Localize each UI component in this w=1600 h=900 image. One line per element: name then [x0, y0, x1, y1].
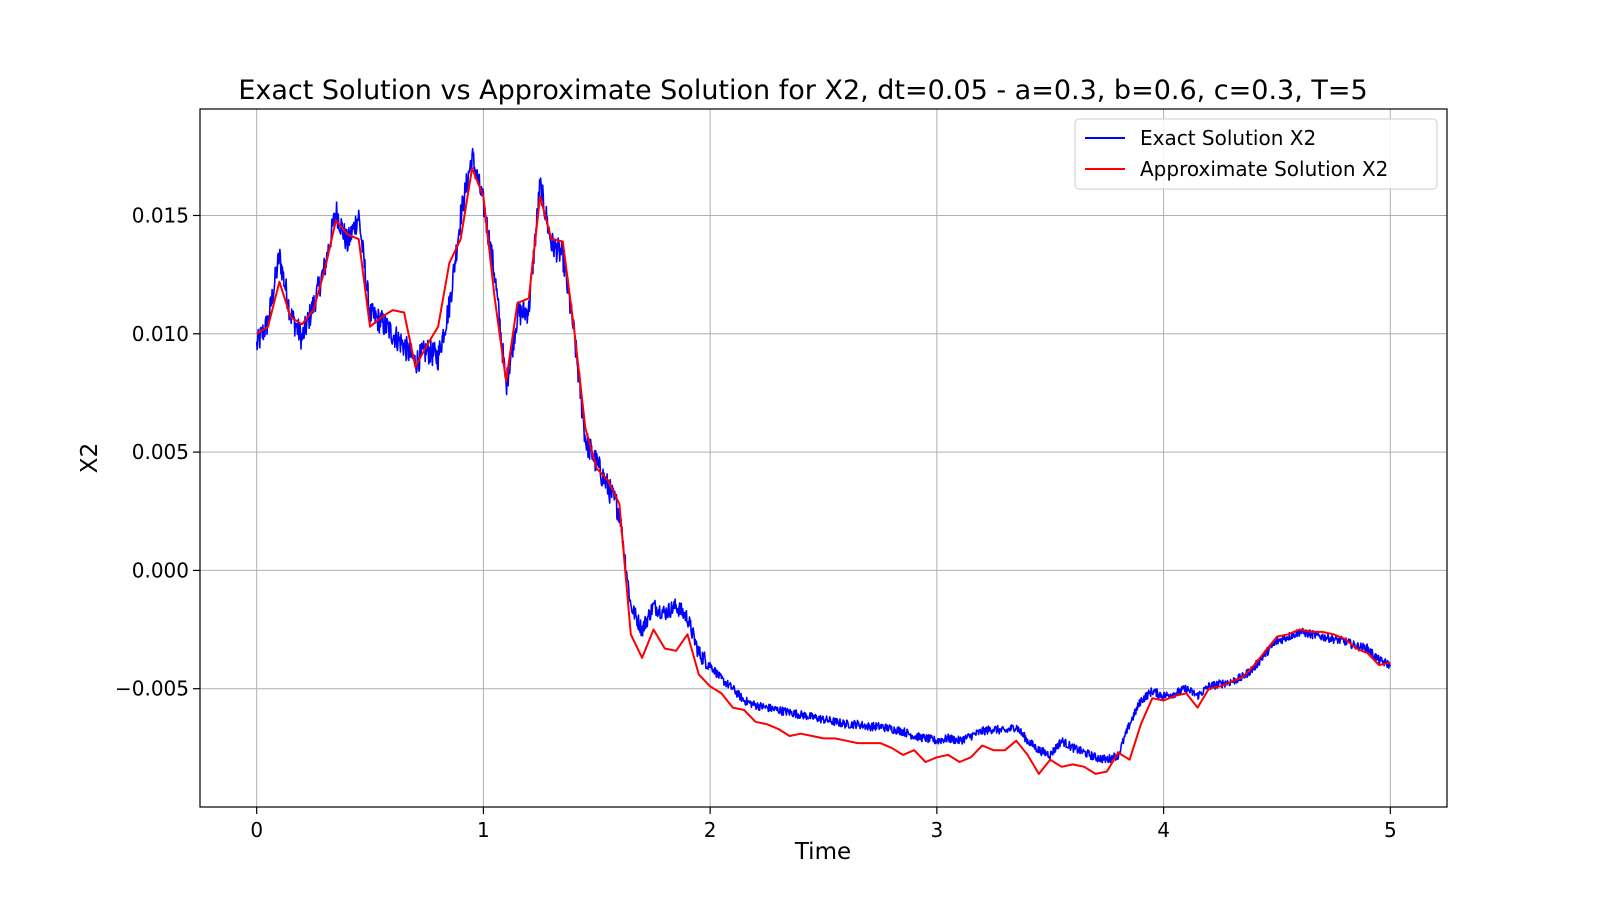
- y-tick-label: 0.005: [132, 440, 189, 464]
- plot-frame: [199, 108, 1448, 808]
- x-tick-label: 5: [1384, 818, 1397, 842]
- x-tick-label: 2: [704, 818, 717, 842]
- x-tick-label: 0: [250, 818, 263, 842]
- legend-entry: Approximate Solution X2: [1140, 157, 1388, 181]
- legend: Exact Solution X2 Approximate Solution X2: [1074, 118, 1438, 190]
- series-layer: [255, 147, 1392, 775]
- y-tick-label: 0.015: [132, 203, 189, 227]
- x-axis-label: Time: [794, 839, 851, 865]
- series-line-approximate: [256, 167, 1391, 775]
- y-tick-label: −0.005: [115, 677, 189, 701]
- legend-box: [1074, 118, 1438, 190]
- grid: [200, 109, 1447, 807]
- legend-entry: Exact Solution X2: [1140, 126, 1316, 150]
- y-tick-label: 0.000: [132, 558, 189, 582]
- y-axis-label: X2: [77, 443, 103, 473]
- series-line-exact: [255, 147, 1392, 764]
- x-tick-label: 1: [477, 818, 490, 842]
- ticks: 0 1 2 3 4 5 −0.005 0.000 0.005 0.010 0.015: [115, 203, 1397, 842]
- x-tick-label: 4: [1157, 818, 1170, 842]
- x-tick-label: 3: [930, 818, 943, 842]
- chart-title: Exact Solution vs Approximate Solution f…: [238, 75, 1367, 106]
- y-tick-label: 0.010: [132, 322, 189, 346]
